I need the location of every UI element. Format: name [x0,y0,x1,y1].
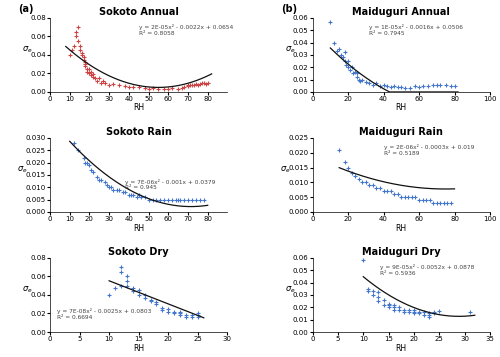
Text: y = 7E-08x² - 0.0025x + 0.0803
R² = 0.6694: y = 7E-08x² - 0.0025x + 0.0803 R² = 0.66… [57,308,152,320]
Y-axis label: $\sigma_e$: $\sigma_e$ [22,44,32,55]
Text: (a): (a) [18,4,34,14]
X-axis label: RH: RH [396,343,407,353]
Text: (b): (b) [280,4,297,14]
Y-axis label: $\sigma_e$: $\sigma_e$ [284,285,295,295]
Text: y = 1E-05x² - 0.0016x + 0.0506
R² = 0.7945: y = 1E-05x² - 0.0016x + 0.0506 R² = 0.79… [370,24,463,36]
Y-axis label: $\sigma_e$: $\sigma_e$ [18,165,28,175]
Title: Sokoto Dry: Sokoto Dry [108,247,169,257]
Title: Maiduguri Rain: Maiduguri Rain [360,127,443,137]
X-axis label: RH: RH [133,104,144,112]
Y-axis label: $\sigma_e$: $\sigma_e$ [284,44,295,55]
X-axis label: RH: RH [133,223,144,232]
Title: Maiduguri Annual: Maiduguri Annual [352,7,450,17]
Title: Maiduguri Dry: Maiduguri Dry [362,247,440,257]
Text: y = 2E-05x² - 0.0022x + 0.0654
R² = 0.8058: y = 2E-05x² - 0.0022x + 0.0654 R² = 0.80… [138,24,233,36]
Title: Sokoto Annual: Sokoto Annual [99,7,178,17]
Text: y = 7E-06x² - 0.001x + 0.0379
R² = 0.945: y = 7E-06x² - 0.001x + 0.0379 R² = 0.945 [124,178,215,190]
Title: Sokoto Rain: Sokoto Rain [106,127,172,137]
Text: y = 9E-05x² - 0.0052x + 0.0878
R² = 0.5936: y = 9E-05x² - 0.0052x + 0.0878 R² = 0.59… [380,264,474,276]
X-axis label: RH: RH [396,104,407,112]
Text: y = 2E-06x² - 0.0003x + 0.019
R² = 0.5189: y = 2E-06x² - 0.0003x + 0.019 R² = 0.518… [384,144,474,156]
X-axis label: RH: RH [133,343,144,353]
Y-axis label: $\sigma_e$: $\sigma_e$ [22,285,32,295]
X-axis label: RH: RH [396,223,407,232]
Y-axis label: $\sigma_e$: $\sigma_e$ [280,165,290,175]
